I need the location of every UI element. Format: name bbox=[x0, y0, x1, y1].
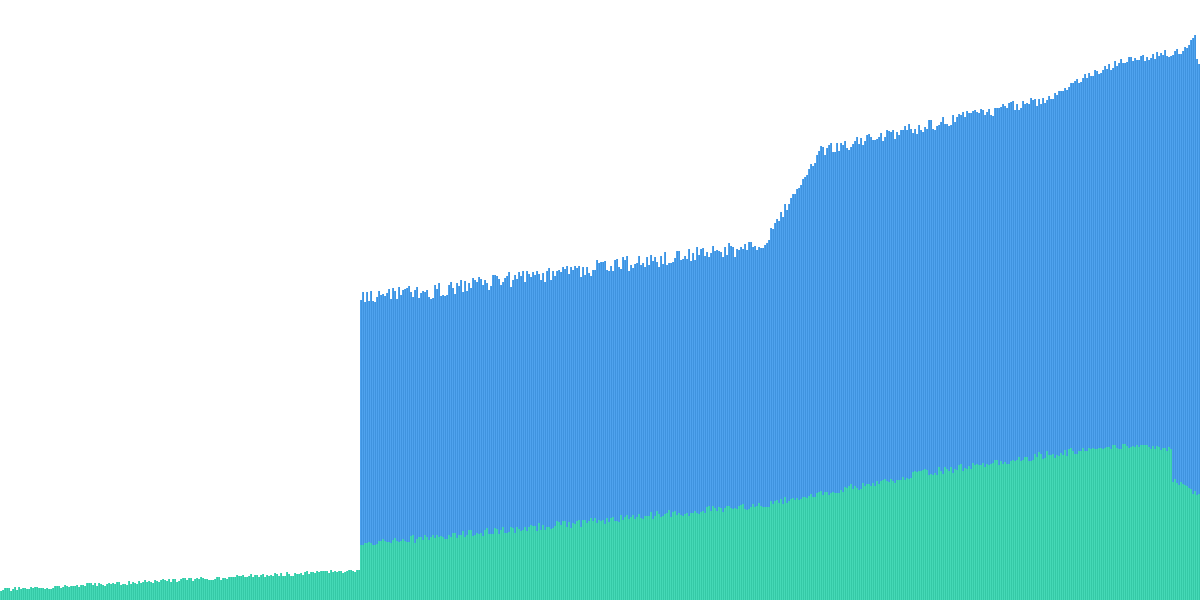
stacked-bar-chart bbox=[0, 0, 1200, 600]
